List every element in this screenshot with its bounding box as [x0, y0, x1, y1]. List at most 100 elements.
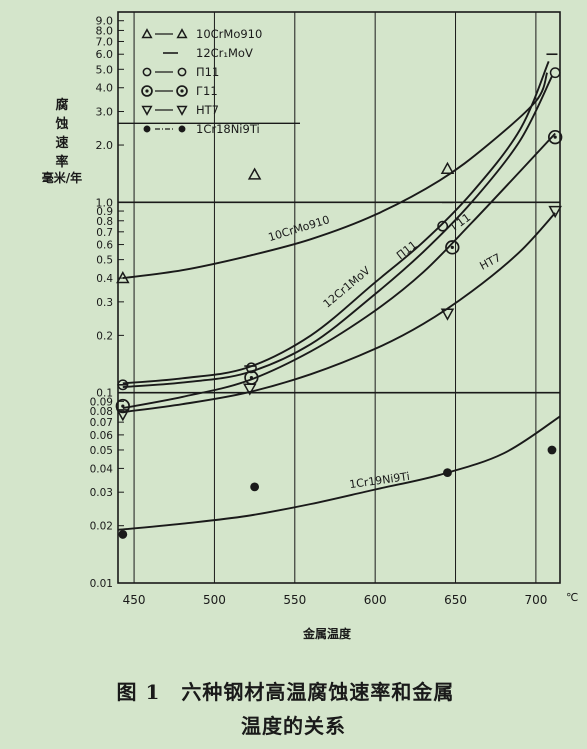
circle-dot-center — [145, 89, 149, 93]
data-point-Г11 — [548, 129, 563, 145]
circle-marker — [142, 67, 152, 77]
triangle-down-marker — [176, 105, 188, 116]
figure-caption-line-2: 温度的关系 — [241, 714, 346, 738]
data-point-П11 — [437, 220, 449, 232]
legend-marker — [176, 105, 188, 116]
filled-circle-marker — [118, 530, 128, 539]
triangle-marker — [116, 271, 130, 284]
circle-dot-center — [249, 375, 254, 380]
data-point-1Cr18Ni9Ti — [443, 468, 452, 478]
legend-marker — [143, 125, 151, 133]
y-axis-label-part: 速 — [55, 135, 68, 151]
y-tick-label: 0.9 — [96, 206, 113, 218]
data-point-10CrMo910 — [440, 161, 455, 174]
circle-marker — [245, 362, 257, 374]
circle-dot-center — [180, 89, 184, 93]
y-tick-label: 0.01 — [90, 578, 113, 590]
triangle-down-marker — [141, 105, 153, 116]
circle-dot-center — [450, 245, 454, 249]
y-tick-label: 0.06 — [90, 430, 114, 442]
y-tick-label: 0.05 — [90, 445, 113, 457]
legend-marker — [176, 85, 188, 97]
y-tick-label: 0.7 — [96, 227, 113, 239]
filled-circle-marker — [178, 125, 186, 133]
data-point-10CrMo910 — [116, 271, 130, 284]
data-point-П11 — [117, 379, 129, 391]
y-tick-label: 0.04 — [90, 463, 114, 475]
data-point-10CrMo910 — [247, 167, 262, 180]
circle-dot-marker — [176, 85, 188, 97]
filled-circle-marker — [143, 125, 151, 133]
y-tick-label: 0.5 — [96, 255, 113, 267]
data-point-1Cr18Ni9Ti — [118, 530, 128, 539]
x-tick-label: 650 — [444, 593, 467, 607]
x-unit-label: ℃ — [566, 591, 578, 604]
filled-circle-marker — [250, 482, 260, 492]
plot-frame — [117, 11, 561, 584]
series-curve-10CrMo910 — [122, 72, 549, 280]
legend-entry-label: П11 — [196, 65, 219, 79]
series-curve-П11 — [122, 75, 553, 389]
data-point-1Cr18Ni9Ti — [250, 482, 260, 492]
data-point-HT7 — [116, 409, 130, 422]
circle-dot-marker — [115, 398, 130, 414]
y-axis-label-part: 毫米/年 — [42, 170, 82, 185]
circle-marker — [437, 220, 449, 232]
y-tick-label: 6.0 — [96, 48, 114, 61]
legend-entry-label: 10CrMo910 — [196, 27, 262, 41]
legend-marker — [141, 85, 153, 97]
y-tick-label: 1.0 — [96, 196, 114, 209]
triangle-marker — [141, 28, 153, 39]
data-point-П11 — [549, 67, 561, 79]
y-tick-label: 0.03 — [90, 487, 113, 499]
series-curve-12Cr1MoV — [122, 61, 550, 385]
data-point-П11 — [245, 362, 257, 374]
legend: 10CrMo910 12Cr₁MoV П11 Г11 HT7 1Cr18Ni9Ti — [141, 27, 262, 136]
data-point-Г11 — [115, 398, 130, 414]
triangle-marker — [247, 167, 262, 180]
circle-marker — [549, 67, 561, 79]
y-axis-label-part: 腐 — [55, 97, 68, 113]
x-tick-label: 700 — [524, 593, 547, 607]
triangle-down-marker — [440, 308, 455, 321]
series-label-12Cr1MoV: 12Cr1MoV — [321, 264, 373, 311]
data-point-HT7 — [440, 308, 455, 321]
legend-marker — [142, 67, 152, 77]
legend-entry-label: HT7 — [196, 103, 219, 117]
filled-circle-marker — [443, 468, 452, 478]
corrosion-rate-chart: 450 500 550 600 650 700 ℃ 金属温度 0.01 0.02 0.03 0.04 0… — [42, 11, 578, 641]
circle-marker — [177, 67, 187, 77]
circle-dot-marker — [445, 240, 460, 255]
y-tick-label: 0.09 — [90, 396, 113, 408]
y-tick-label: 5.0 — [96, 63, 114, 76]
y-tick-label: 0.3 — [96, 297, 113, 309]
legend-marker — [177, 67, 187, 77]
y-tick-label: 7.0 — [96, 35, 114, 48]
y-tick-label: 4.0 — [96, 82, 114, 95]
circle-dot-center — [121, 404, 125, 408]
y-tick-label: 0.2 — [96, 330, 113, 342]
legend-entry-label: 12Cr₁MoV — [196, 46, 253, 60]
legend-entry-label: 1Cr18Ni9Ti — [196, 122, 260, 136]
y-tick-label: 3.0 — [96, 106, 114, 119]
y-tick-label: 0.02 — [90, 521, 113, 533]
y-tick-label: 0.07 — [90, 417, 113, 429]
circle-marker — [117, 379, 129, 391]
legend-marker — [141, 105, 153, 116]
y-axis-label-part: 率 — [55, 154, 68, 170]
circle-dot-marker — [141, 85, 153, 97]
data-point-1Cr18Ni9Ti — [547, 445, 557, 455]
series-curve-HT7 — [122, 212, 556, 414]
data-point-HT7 — [548, 205, 562, 219]
y-tick-label: 0.1 — [96, 388, 113, 400]
y-tick-label: 9.0 — [96, 15, 114, 28]
y-tick-label: 8.0 — [96, 24, 114, 37]
x-tick-label: 450 — [123, 593, 146, 607]
triangle-down-marker — [548, 205, 562, 219]
y-tick-label: 0.08 — [90, 406, 113, 418]
triangle-down-marker — [243, 383, 257, 396]
y-tick-label: 2.0 — [96, 139, 114, 152]
circle-dot-marker — [548, 129, 563, 145]
y-axis-label-part: 蚀 — [54, 116, 68, 132]
